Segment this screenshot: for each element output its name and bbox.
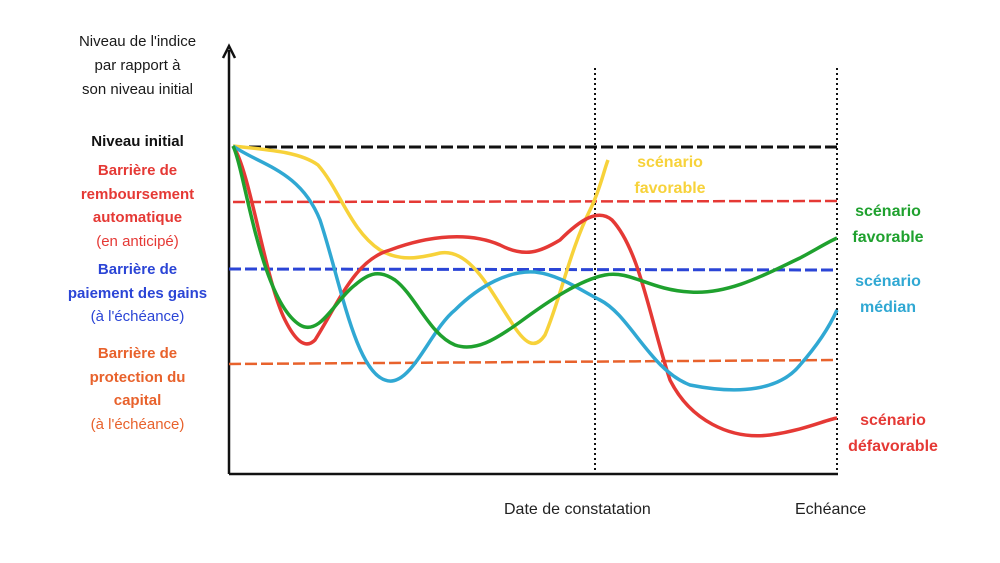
median-scenario-curve xyxy=(231,144,839,392)
y-axis-title-line-3: son niveau initial xyxy=(82,81,193,98)
y-axis-title-line-2: par rapport à xyxy=(94,57,181,74)
median-scenario-label-line-1: scénario xyxy=(855,273,921,290)
auto-redemption-barrier-label: Barrière de remboursement automatique (e… xyxy=(60,159,215,253)
capital-protection-subtitle: (à l'échéance) xyxy=(90,415,185,433)
favorable-scenario-label: scénario favorable xyxy=(838,199,938,251)
unfavorable-scenario-label-line-1: scénario xyxy=(860,412,926,429)
unfavorable-scenario-curve xyxy=(231,144,838,438)
auto-redemption-barrier-line xyxy=(232,199,838,204)
favorable-early-scenario-label-line-2: favorable xyxy=(634,180,706,197)
capital-protection-barrier-line xyxy=(228,358,838,366)
favorable-early-scenario-label: scénario favorable xyxy=(620,150,720,202)
initial-level-label: Niveau initial xyxy=(91,133,184,150)
auto-redemption-title-line-3: automatique xyxy=(92,209,183,226)
capital-protection-barrier-label: Barrière de protection du capital (à l'é… xyxy=(60,342,215,436)
auto-redemption-title-line-2: remboursement xyxy=(80,185,195,203)
observation-date-label: Date de constatation xyxy=(504,501,651,518)
gains-payment-title-line-1: Barrière de xyxy=(97,261,178,278)
capital-protection-title-line-2: protection du xyxy=(89,368,186,386)
auto-redemption-title-line-1: Barrière de xyxy=(97,162,178,179)
gains-payment-title-line-2: paiement des gains xyxy=(67,284,208,302)
unfavorable-scenario-label-line-2: défavorable xyxy=(848,438,938,455)
gains-payment-barrier-line xyxy=(228,267,838,272)
favorable-early-scenario-curve xyxy=(232,144,610,346)
unfavorable-scenario-label: scénario défavorable xyxy=(838,408,948,460)
favorable-scenario-curve xyxy=(231,145,838,349)
maturity-label: Echéance xyxy=(795,501,867,518)
y-axis-arrowhead xyxy=(221,43,237,59)
median-scenario-label: scénario médian xyxy=(838,269,938,321)
y-axis-title: Niveau de l'indice par rapport à son niv… xyxy=(60,30,215,102)
favorable-scenario-label-line-2: favorable xyxy=(852,229,924,246)
auto-redemption-subtitle: (en anticipé) xyxy=(96,232,179,250)
favorable-scenario-label-line-1: scénario xyxy=(855,203,921,220)
y-axis-title-line-1: Niveau de l'indice xyxy=(78,33,197,50)
gains-payment-barrier-label: Barrière de paiement des gains (à l'éché… xyxy=(55,258,220,329)
median-scenario-label-line-2: médian xyxy=(859,299,916,316)
capital-protection-title-line-3: capital xyxy=(113,392,162,409)
capital-protection-title-line-1: Barrière de xyxy=(97,345,178,362)
gains-payment-subtitle: (à l'échéance) xyxy=(90,308,185,325)
favorable-early-scenario-label-line-1: scénario xyxy=(637,154,703,171)
